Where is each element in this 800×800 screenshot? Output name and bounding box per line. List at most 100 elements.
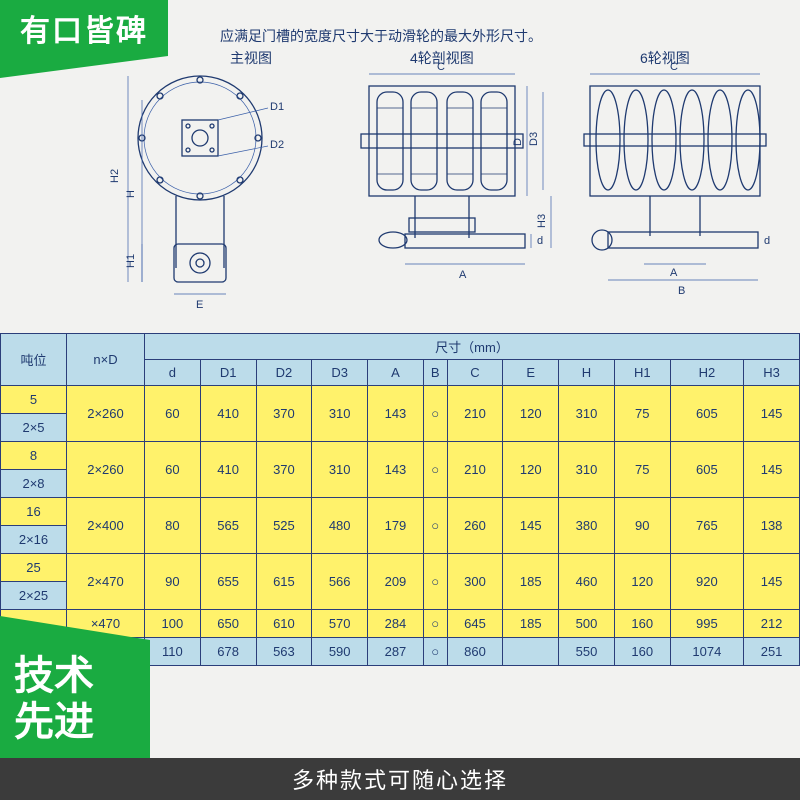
cell-tonnage: 2×25 (1, 582, 67, 610)
cell: 460 (559, 554, 615, 610)
cell: 145 (744, 386, 800, 442)
cell: 143 (368, 442, 424, 498)
bottom-bar: 多种款式可随心选择 (0, 758, 800, 800)
cell: 90 (614, 498, 670, 554)
th-dims: 尺寸（mm） (145, 334, 800, 360)
cell: 370 (256, 442, 312, 498)
cell: 210 (447, 442, 503, 498)
cell: 500 (559, 610, 615, 638)
cell: 209 (368, 554, 424, 610)
svg-text:H3: H3 (536, 214, 548, 228)
cell: 287 (368, 638, 424, 666)
cell: 860 (447, 638, 503, 666)
th-D1: D1 (200, 360, 256, 386)
caption-top: 应满足门槽的宽度尺寸大于动滑轮的最大外形尺寸。 (220, 26, 542, 46)
cell: 185 (503, 610, 559, 638)
cell: 410 (200, 442, 256, 498)
svg-text:H2: H2 (109, 169, 121, 183)
cell: 550 (559, 638, 615, 666)
badge-bl-line1: 技术 (14, 653, 94, 699)
cell: 145 (503, 498, 559, 554)
th-H2: H2 (670, 360, 744, 386)
cell: 260 (447, 498, 503, 554)
cell: 143 (368, 386, 424, 442)
badge-bl-line2: 先进 (14, 699, 94, 745)
cell: 284 (368, 610, 424, 638)
cell: ○ (423, 554, 447, 610)
cell: 138 (744, 498, 800, 554)
badge-bottom-left: 技术 先进 (0, 640, 150, 758)
svg-text:d: d (537, 235, 543, 247)
cell: 655 (200, 554, 256, 610)
cell: 75 (614, 386, 670, 442)
cell: ○ (423, 638, 447, 666)
wheels4 (377, 92, 507, 190)
th-H3: H3 (744, 360, 800, 386)
cell: 645 (447, 610, 503, 638)
th-D2: D2 (256, 360, 312, 386)
cell: 90 (145, 554, 201, 610)
cell: 110 (145, 638, 201, 666)
cell: 310 (312, 386, 368, 442)
svg-text:C: C (437, 61, 445, 73)
th-E: E (503, 360, 559, 386)
cell-tonnage: 25 (1, 554, 67, 582)
cell: 605 (670, 442, 744, 498)
view1-svg: D1 D2 H2 H H1 E (120, 68, 320, 328)
svg-text:D2: D2 (270, 139, 284, 151)
cell: 610 (256, 610, 312, 638)
cell: 590 (312, 638, 368, 666)
th-D3: D3 (312, 360, 368, 386)
cell: ○ (423, 386, 447, 442)
cell: 995 (670, 610, 744, 638)
th-C: C (447, 360, 503, 386)
cell: 370 (256, 386, 312, 442)
cell: 410 (200, 386, 256, 442)
cell: 1074 (670, 638, 744, 666)
cell: 120 (503, 386, 559, 442)
svg-text:D3: D3 (528, 132, 540, 146)
cell-tonnage: 5 (1, 386, 67, 414)
cell-tonnage: 2×8 (1, 470, 67, 498)
th-B: B (423, 360, 447, 386)
th-tonnage: 吨位 (1, 334, 67, 386)
cell-tonnage: 16 (1, 498, 67, 526)
svg-text:B: B (678, 285, 685, 297)
th-H: H (559, 360, 615, 386)
svg-text:C: C (670, 61, 678, 73)
diagrams-region: 主视图 4轮剖视图 6轮视图 D1 D2 (0, 58, 800, 333)
cell: 650 (200, 610, 256, 638)
cell: 145 (744, 442, 800, 498)
th-H1: H1 (614, 360, 670, 386)
cell: 160 (614, 610, 670, 638)
th-d: d (145, 360, 201, 386)
view2-svg: C D D3 (355, 68, 565, 328)
svg-text:A: A (670, 267, 678, 279)
th-A: A (368, 360, 424, 386)
view3-title: 6轮视图 (640, 48, 690, 68)
svg-text:H: H (125, 190, 137, 198)
cell-nxd: 2×470 (67, 554, 145, 610)
cell: 212 (744, 610, 800, 638)
cell-nxd: 2×260 (67, 386, 145, 442)
cell: 605 (670, 386, 744, 442)
cell: ○ (423, 498, 447, 554)
cell: 563 (256, 638, 312, 666)
cell: 100 (145, 610, 201, 638)
cell: 179 (368, 498, 424, 554)
svg-text:H1: H1 (125, 254, 137, 268)
cell: 120 (503, 442, 559, 498)
cell: 310 (559, 386, 615, 442)
cell: ○ (423, 442, 447, 498)
th-nxd: n×D (67, 334, 145, 386)
cell (503, 638, 559, 666)
cell: 765 (670, 498, 744, 554)
cell: 615 (256, 554, 312, 610)
cell: 525 (256, 498, 312, 554)
cell-tonnage: 2×16 (1, 526, 67, 554)
svg-text:D: D (512, 138, 524, 146)
cell: 678 (200, 638, 256, 666)
cell: 60 (145, 386, 201, 442)
cell: 145 (744, 554, 800, 610)
cell: 570 (312, 610, 368, 638)
